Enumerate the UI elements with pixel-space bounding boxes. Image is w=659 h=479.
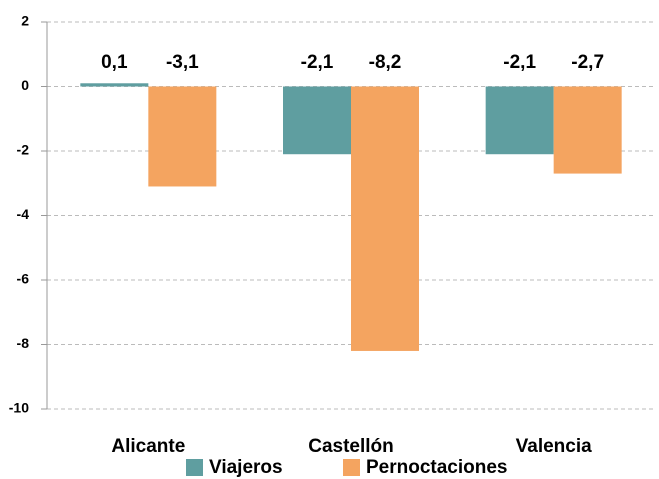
y-tick-label: 2 bbox=[21, 13, 29, 29]
legend-swatch bbox=[343, 459, 360, 476]
value-label: -8,2 bbox=[369, 52, 402, 73]
bar bbox=[283, 86, 351, 155]
bar bbox=[553, 86, 622, 174]
value-label: -2,1 bbox=[301, 52, 334, 73]
x-tick-label: Castellón bbox=[308, 436, 394, 457]
y-tick-label: -8 bbox=[17, 335, 30, 351]
bar bbox=[485, 86, 554, 155]
legend-swatch bbox=[186, 459, 203, 476]
x-tick-label: Valencia bbox=[516, 436, 592, 457]
bar bbox=[351, 86, 419, 351]
value-label: 0,1 bbox=[101, 52, 128, 73]
legend-label: Pernoctaciones bbox=[366, 457, 508, 478]
value-label: -2,7 bbox=[571, 52, 604, 73]
y-tick-label: 0 bbox=[21, 77, 29, 93]
value-label: -2,1 bbox=[503, 52, 536, 73]
y-tick-label: -4 bbox=[17, 206, 30, 222]
value-label: -3,1 bbox=[166, 52, 199, 73]
bar bbox=[148, 86, 217, 187]
y-tick-label: -6 bbox=[17, 271, 30, 287]
y-tick-label: -10 bbox=[9, 400, 29, 416]
y-tick-label: -2 bbox=[17, 142, 30, 158]
bar bbox=[80, 83, 149, 87]
x-tick-label: Alicante bbox=[111, 436, 185, 457]
legend-label: Viajeros bbox=[209, 457, 283, 478]
